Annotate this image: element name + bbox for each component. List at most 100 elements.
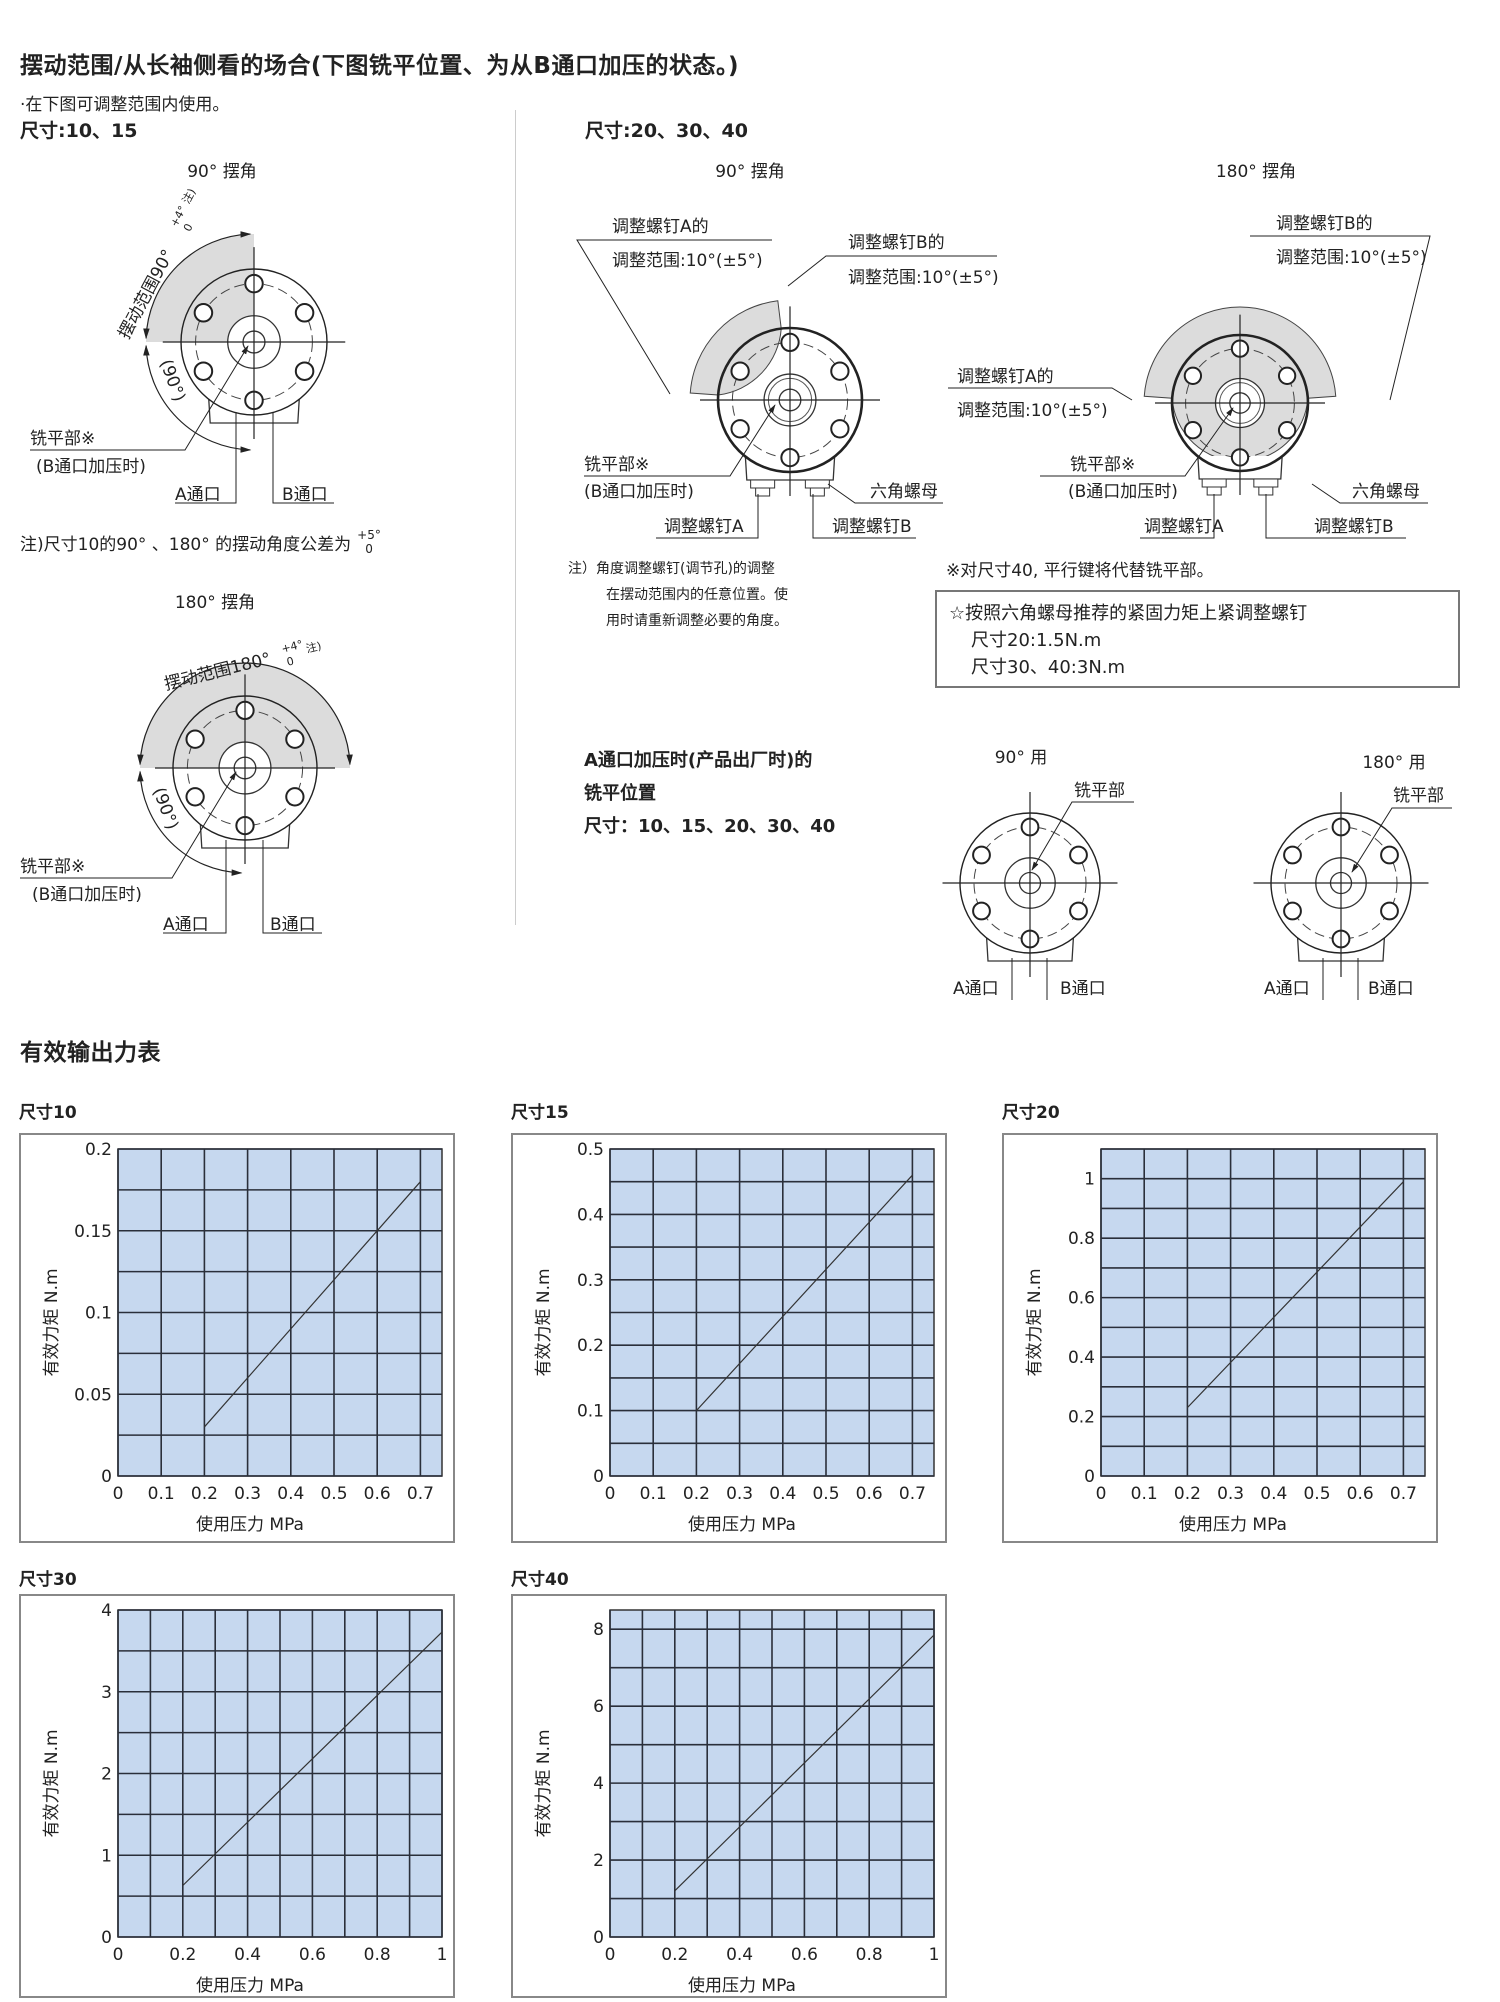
x-tick-label: 0.1 bbox=[1131, 1484, 1158, 1504]
section-divider bbox=[515, 110, 516, 925]
large-180-flat-leader bbox=[1040, 407, 1234, 477]
small-180-tol-lower: 0 bbox=[285, 654, 295, 668]
bolt-hole-icon bbox=[1069, 845, 1088, 865]
bolt-hole-icon bbox=[1183, 421, 1203, 440]
large-90-screw-a-range-1: 调整螺钉A的 bbox=[612, 217, 709, 237]
large-90-screw-a-leader bbox=[576, 239, 772, 395]
y-tick-label: 0 bbox=[593, 1467, 604, 1487]
small-180-tol-upper: +4° bbox=[280, 638, 304, 656]
small-note-text: 注)尺寸10的90° 、180° 的摆动角度公差为 bbox=[20, 534, 352, 555]
y-tick-label: 4 bbox=[593, 1774, 604, 1794]
chart-svg: 0 0.2 0.4 0.6 0.8 1 0 2 4 6 8 使用压力 MPa 有效力矩 N.m bbox=[534, 1609, 940, 1996]
large-180-screw-a-range-1: 调整螺钉A的 bbox=[957, 367, 1054, 387]
large-90-screw-b-range-1: 调整螺钉B的 bbox=[848, 233, 945, 253]
porta-90-title: 90° 用 bbox=[995, 748, 1048, 768]
x-tick-label: 0 bbox=[605, 1945, 616, 1965]
chart-svg: 0 0.1 0.2 0.3 0.4 0.5 0.6 0.7 0 0.2 0.4 0.6 0.8 1 使用压力… bbox=[1025, 1148, 1426, 1535]
y-tick-label: 0.4 bbox=[1068, 1348, 1095, 1368]
small-180-flat-label: 铣平部※ bbox=[20, 857, 85, 877]
porta-180-port-b: B通口 bbox=[1368, 979, 1414, 999]
small-90-port-a-leader bbox=[175, 412, 237, 504]
bolt-hole-icon bbox=[193, 361, 214, 381]
x-tick-label: 0.2 bbox=[683, 1484, 710, 1504]
y-tick-label: 0.6 bbox=[1068, 1289, 1095, 1309]
y-tick-label: 0.4 bbox=[577, 1205, 604, 1225]
porta-90-flat-label: 铣平部 bbox=[1074, 781, 1125, 801]
y-tick-label: 0 bbox=[593, 1928, 604, 1948]
small-note-upper: +5° bbox=[357, 528, 381, 542]
chart-svg: 0 0.1 0.2 0.3 0.4 0.5 0.6 0.7 0 0.05 0.1 0.15 0.2 使用压… bbox=[42, 1140, 443, 1535]
chart-size-15: 0 0.1 0.2 0.3 0.4 0.5 0.6 0.7 0 0.1 0.2 0.3 0.4 0.5 使用… bbox=[511, 1133, 947, 1543]
x-tick-label: 0.1 bbox=[148, 1484, 175, 1504]
x-tick-label: 0.8 bbox=[856, 1945, 883, 1965]
bolt-hole-icon bbox=[830, 419, 850, 439]
torque-heading: ☆按照六角螺母推荐的紧固力矩上紧调整螺钉 bbox=[949, 603, 1308, 624]
large-180-screw-a-leader-bottom bbox=[1140, 494, 1215, 539]
x-tick-label: 0.2 bbox=[661, 1945, 688, 1965]
y-tick-label: 2 bbox=[101, 1765, 112, 1785]
y-tick-label: 0.1 bbox=[577, 1402, 604, 1422]
x-tick-label: 0.7 bbox=[1390, 1484, 1417, 1504]
x-tick-label: 0.4 bbox=[277, 1484, 304, 1504]
large-90-screw-b: 调整螺钉B bbox=[832, 517, 912, 537]
y-tick-label: 0 bbox=[101, 1928, 112, 1948]
large-90-screw-a: 调整螺钉A bbox=[664, 517, 744, 537]
x-tick-label: 1 bbox=[929, 1945, 940, 1965]
swing-range-arc bbox=[137, 662, 353, 766]
bolt-hole-icon bbox=[1277, 421, 1297, 440]
small-180-port-b: B通口 bbox=[270, 915, 316, 935]
bolt-hole-icon bbox=[1283, 901, 1302, 921]
swing-range-arc bbox=[143, 231, 252, 340]
x-tick-label: 0.6 bbox=[791, 1945, 818, 1965]
y-tick-label: 4 bbox=[101, 1601, 112, 1621]
x-axis-label: 使用压力 MPa bbox=[196, 1514, 304, 1535]
x-tick-label: 0 bbox=[113, 1945, 124, 1965]
large-180-screw-b: 调整螺钉B bbox=[1314, 517, 1394, 537]
chart-title: 尺寸20 bbox=[1002, 1103, 1060, 1123]
large-90-screw-b-leader bbox=[787, 255, 997, 287]
small-90-title: 90° 摆角 bbox=[187, 162, 257, 182]
small-90-port-b: B通口 bbox=[282, 485, 328, 505]
small-180-flat-sub: (B通口加压时) bbox=[32, 885, 142, 905]
bolt-hole-icon bbox=[294, 361, 315, 381]
small-180-tol-note: 注) bbox=[305, 638, 323, 655]
bolt-hole-icon bbox=[1380, 901, 1399, 921]
torque-box: ☆按照六角螺母推荐的紧固力矩上紧调整螺钉 尺寸20:1.5N.m 尺寸30、40… bbox=[935, 590, 1460, 688]
large-180-screw-b-leader bbox=[1250, 235, 1431, 401]
x-tick-label: 0.2 bbox=[1174, 1484, 1201, 1504]
y-tick-label: 0.15 bbox=[74, 1222, 112, 1242]
large-90-flat-leader bbox=[584, 404, 776, 477]
y-tick-label: 1 bbox=[101, 1846, 112, 1866]
swing-range-ring bbox=[689, 300, 782, 396]
large-180-title: 180° 摆角 bbox=[1216, 162, 1296, 182]
bolt-hole-icon bbox=[730, 361, 750, 381]
y-tick-label: 0.5 bbox=[577, 1140, 604, 1160]
large-180-hex-nut: 六角螺母 bbox=[1352, 482, 1420, 502]
bolt-hole-icon bbox=[1183, 366, 1203, 385]
large-180-flat-label: 铣平部※ bbox=[1070, 455, 1135, 475]
large-sizes-label: 尺寸:20、30、40 bbox=[585, 120, 748, 142]
x-axis-label: 使用压力 MPa bbox=[688, 1514, 796, 1535]
y-axis-label: 有效力矩 N.m bbox=[534, 1729, 554, 1837]
y-tick-label: 0.8 bbox=[1068, 1229, 1095, 1249]
large-90-screw-b-leader-bottom bbox=[812, 494, 916, 539]
x-tick-label: 0.8 bbox=[364, 1945, 391, 1965]
chart-svg: 0 0.2 0.4 0.6 0.8 1 0 1 2 3 4 使用压力 MPa 有效力矩 N.m bbox=[42, 1601, 447, 1996]
bolt-hole-icon bbox=[1069, 901, 1088, 921]
x-tick-label: 0.4 bbox=[726, 1945, 753, 1965]
y-axis-label: 有效力矩 N.m bbox=[42, 1268, 62, 1376]
porta-180-flat-leader bbox=[1351, 807, 1452, 873]
porta-title-2: 铣平位置 bbox=[584, 783, 656, 804]
large-180-screw-a-leader bbox=[948, 387, 1133, 401]
quarter-arc bbox=[137, 770, 243, 876]
porta-180-port-a: A通口 bbox=[1264, 979, 1310, 999]
x-tick-label: 0.4 bbox=[234, 1945, 261, 1965]
bolt-hole-icon bbox=[730, 419, 750, 439]
chart-size-30: 0 0.2 0.4 0.6 0.8 1 0 1 2 3 4 使用压力 MPa 有效力矩 N.m bbox=[19, 1594, 455, 1998]
large-90-title: 90° 摆角 bbox=[715, 162, 785, 182]
x-tick-label: 0.6 bbox=[856, 1484, 883, 1504]
x-tick-label: 0.4 bbox=[769, 1484, 796, 1504]
large-90-flat-sub: (B通口加压时) bbox=[584, 482, 694, 502]
swing-diagrams: 90° 摆角 摆动范围90° +4° 0 注) (90°) 铣平部※ (B通口加… bbox=[20, 162, 1452, 1000]
torque-line bbox=[695, 1174, 913, 1412]
